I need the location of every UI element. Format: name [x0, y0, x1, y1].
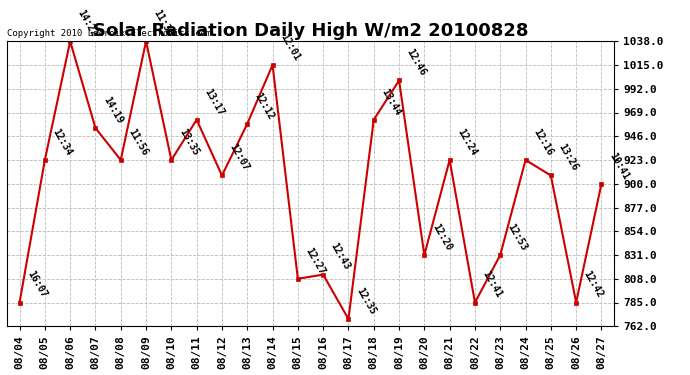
Text: 14:22: 14:22: [76, 8, 99, 39]
Text: 14:19: 14:19: [101, 95, 124, 125]
Text: Copyright 2010 Lacroix Electronics.com: Copyright 2010 Lacroix Electronics.com: [7, 29, 211, 38]
Text: 12:07: 12:07: [228, 142, 251, 173]
Text: 12:01: 12:01: [278, 32, 302, 62]
Text: 12:16: 12:16: [531, 127, 555, 157]
Text: 12:41: 12:41: [480, 269, 504, 300]
Title: Solar Radiation Daily High W/m2 20100828: Solar Radiation Daily High W/m2 20100828: [92, 22, 529, 40]
Text: 12:35: 12:35: [354, 286, 377, 316]
Text: 16:07: 16:07: [25, 269, 48, 300]
Text: 13:44: 13:44: [380, 87, 403, 117]
Text: 13:17: 13:17: [202, 87, 226, 117]
Text: 11:56: 11:56: [126, 127, 150, 157]
Text: 12:53: 12:53: [506, 222, 529, 252]
Text: 11:38: 11:38: [152, 8, 175, 39]
Text: 12:42: 12:42: [582, 269, 605, 300]
Text: 10:41: 10:41: [607, 150, 631, 181]
Text: 12:46: 12:46: [404, 47, 428, 78]
Text: 13:26: 13:26: [556, 142, 580, 173]
Text: 12:12: 12:12: [253, 91, 276, 121]
Text: 12:34: 12:34: [50, 127, 74, 157]
Text: 12:27: 12:27: [304, 246, 327, 276]
Text: 13:35: 13:35: [177, 127, 200, 157]
Text: 12:24: 12:24: [455, 127, 479, 157]
Text: 12:43: 12:43: [328, 242, 352, 272]
Text: 12:20: 12:20: [430, 222, 453, 252]
